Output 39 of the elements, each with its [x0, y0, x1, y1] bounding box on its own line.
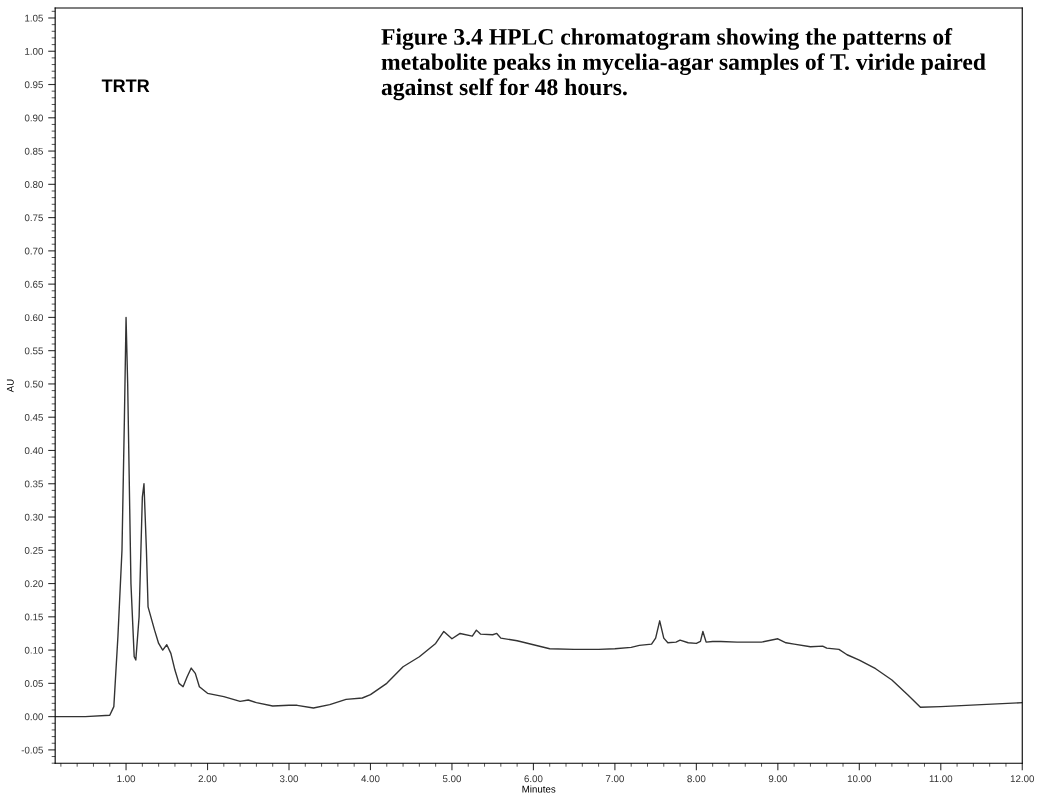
- x-tick-label: 11.00: [929, 775, 953, 783]
- y-tick-label: 0.20: [24, 580, 43, 588]
- y-tick-label: 0.35: [24, 480, 43, 488]
- y-tick-label: 0.70: [24, 247, 43, 255]
- x-tick-label: 4.00: [361, 775, 380, 783]
- x-tick-label: 3.00: [279, 775, 299, 783]
- x-tick-label: 7.00: [605, 775, 624, 783]
- x-tick-label: 2.00: [198, 775, 217, 783]
- y-tick-label: 0.50: [24, 380, 43, 388]
- y-axis-title: AU: [6, 379, 14, 393]
- y-tick-label: 0.40: [24, 447, 43, 455]
- x-axis-title: Minutes: [522, 785, 556, 793]
- y-tick-label: 0.00: [24, 713, 43, 721]
- y-tick-label: 0.55: [24, 347, 43, 355]
- y-tick-label: 0.45: [24, 413, 43, 421]
- y-tick-label: 0.30: [24, 513, 43, 521]
- y-tick-label: 0.05: [24, 680, 43, 687]
- y-tick-label: 0.95: [24, 81, 43, 89]
- y-tick-label: 0.25: [24, 547, 43, 554]
- x-tick-label: 12.00: [1010, 775, 1035, 783]
- y-tick-label: 0.75: [24, 214, 43, 222]
- y-tick-label: 1.05: [25, 14, 43, 22]
- y-tick-label: 0.60: [24, 314, 43, 322]
- y-tick-label: 0.90: [24, 114, 43, 122]
- y-tick-label: 0.85: [24, 147, 43, 155]
- y-tick-label: -0.05: [21, 746, 43, 754]
- x-tick-label: 8.00: [687, 775, 706, 783]
- x-tick-label: 9.00: [768, 775, 787, 783]
- y-tick-label: 0.15: [24, 613, 43, 621]
- y-tick-label: 0.65: [24, 280, 43, 288]
- y-tick-label: 0.80: [24, 181, 43, 188]
- x-tick-label: 6.00: [524, 775, 543, 783]
- text: Figure 3.4 HPLC chromatogram showing the patterns of metabolite peaks in mycelia-agar samples of T. viride paired against self for 48 hours.: [381, 28, 986, 101]
- y-tick-label: 1.00: [25, 47, 43, 55]
- y-tick-label: 0.10: [24, 646, 43, 654]
- annotation: TRTR: [101, 79, 150, 92]
- x-tick-label: 10.00: [847, 775, 872, 783]
- x-tick-label: 5.00: [442, 775, 462, 783]
- x-tick-label: 1.00: [117, 775, 136, 783]
